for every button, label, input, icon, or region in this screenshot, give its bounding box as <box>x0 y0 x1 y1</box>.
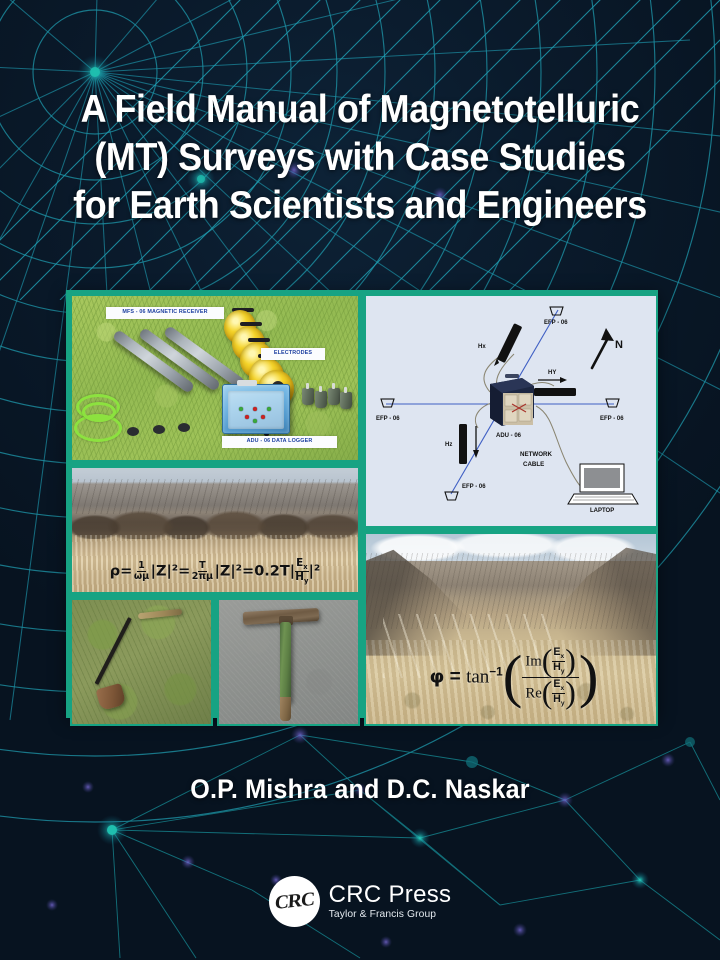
publisher-logo: CRC CRC Press Taylor & Francis Group <box>0 876 720 927</box>
svg-text:LAPTOP: LAPTOP <box>590 508 614 514</box>
electrode-1 <box>302 383 314 405</box>
crc-badge-text: CRC <box>274 888 315 914</box>
publisher-text: CRC Press Taylor & Francis Group <box>328 880 452 920</box>
svg-text:Hz: Hz <box>445 442 452 448</box>
tube-cap-1 <box>127 427 139 436</box>
diagram-canvas: N Hx HY Hz ADU - 06 NETWORK CABLE LAPTOP… <box>366 296 656 526</box>
cover-image-collage: MFS - 06 MAGNETIC RECEIVER ELECTRODES AD… <box>66 290 658 726</box>
hand-auger-photo <box>70 598 213 726</box>
paren-open-num: ( <box>541 643 553 679</box>
paren-close-outer: ) <box>578 644 599 709</box>
adu-06-data-logger <box>222 380 290 434</box>
re-fn: Re <box>525 685 542 702</box>
title-line-1: A Field Manual of Magnetotelluric <box>80 88 640 131</box>
eq-1: = <box>120 563 133 580</box>
mt-equipment-photo: MFS - 06 MAGNETIC RECEIVER ELECTRODES AD… <box>70 294 360 462</box>
electrode-3 <box>328 383 340 405</box>
svg-text:EFP - 06: EFP - 06 <box>376 416 400 422</box>
logger-indicator-red-3 <box>245 415 249 419</box>
eq-2: = <box>178 563 191 580</box>
num-ex-hy: Ex Hy <box>552 645 566 675</box>
tube-cap-3 <box>178 423 190 432</box>
logger-indicator-green-2 <box>239 407 243 411</box>
svg-text:N: N <box>615 339 623 351</box>
paren-close-num: ) <box>565 643 576 679</box>
rho-symbol: ρ <box>109 563 121 580</box>
eq-3: = <box>242 563 255 580</box>
logger-handle <box>237 380 257 386</box>
tan-exponent: −1 <box>489 665 503 679</box>
z-squared-2: |Z|² <box>214 563 243 580</box>
abs-bar-close: |² <box>308 563 321 580</box>
pickaxe-handle <box>280 622 291 704</box>
coefficient: 0.2T <box>254 563 290 580</box>
tube-cap-2 <box>153 425 165 434</box>
author-names: O.P. Mishra and D.C. Naskar <box>190 774 530 804</box>
electrode-4 <box>340 387 352 409</box>
publisher-name: CRC Press <box>328 880 452 908</box>
publisher-imprint: Taylor & Francis Group <box>328 908 437 920</box>
paren-open-den: ( <box>541 675 553 711</box>
pickaxe-grip <box>280 697 291 721</box>
logger-indicator-red-1 <box>253 407 257 411</box>
green-cable-coil-3 <box>82 402 116 422</box>
svg-text:Hx: Hx <box>478 344 486 350</box>
pickaxe-photo <box>217 598 360 726</box>
paren-close-den: ) <box>565 675 576 711</box>
title-line-3: for Earth Scientists and Engineers <box>73 184 647 227</box>
svg-text:ADU - 06: ADU - 06 <box>496 433 522 439</box>
frac-im-re: Im(Ex Hy) Re(Ex Hy) <box>522 643 579 711</box>
logger-indicator-red-2 <box>261 415 265 419</box>
tan-fn: tan <box>466 666 490 688</box>
resistivity-formula: ρ= 1 ωμ |Z|²= T 2πμ |Z|²=0.2T| Ex Hy |² <box>76 556 354 585</box>
logger-indicator-green-1 <box>253 419 257 423</box>
mt-station-layout-diagram: N Hx HY Hz ADU - 06 NETWORK CABLE LAPTOP… <box>364 294 658 528</box>
phi-symbol: φ <box>429 665 445 688</box>
im-fn: Im <box>525 653 542 670</box>
electrode-2 <box>315 386 327 408</box>
svg-text:EFP - 06: EFP - 06 <box>544 320 568 326</box>
frac-t-2pimu: T 2πμ <box>191 560 214 582</box>
z-squared-1: |Z|² <box>150 563 179 580</box>
crc-badge: CRC <box>268 876 320 927</box>
frac-ex-hy: Ex Hy <box>295 556 309 585</box>
phase-eq: = <box>449 666 461 688</box>
arid-valley-photo: ρ= 1 ωμ |Z|²= T 2πμ |Z|²=0.2T| Ex Hy |² <box>70 466 360 594</box>
frac-1-omega-mu: 1 ωμ <box>133 560 150 582</box>
label-mfs-magnetic-receiver: MFS - 06 MAGNETIC RECEIVER <box>106 307 224 319</box>
svg-text:EFP - 06: EFP - 06 <box>600 416 624 422</box>
den-ex-hy: Ex Hy <box>552 677 566 708</box>
svg-text:EFP - 06: EFP - 06 <box>462 484 486 490</box>
page-title: A Field Manual of Magnetotelluric (MT) S… <box>0 86 720 230</box>
svg-text:HY: HY <box>548 370 556 376</box>
logger-indicator-green-3 <box>267 407 271 411</box>
title-line-2: (MT) Surveys with Case Studies <box>94 136 626 179</box>
mountain-valley-road-photo: φ = tan−1( Im(Ex Hy) Re(Ex Hy) ) <box>364 532 658 726</box>
tools-photo-row <box>70 598 360 726</box>
label-electrodes: ELECTRODES <box>261 348 325 360</box>
svg-text:NETWORK: NETWORK <box>520 451 552 458</box>
phase-formula: φ = tan−1( Im(Ex Hy) Re(Ex Hy) ) <box>382 643 646 711</box>
svg-text:CABLE: CABLE <box>523 461 544 468</box>
paren-open-outer: ( <box>502 644 523 709</box>
label-adu-data-logger: ADU - 06 DATA LOGGER <box>222 436 337 448</box>
